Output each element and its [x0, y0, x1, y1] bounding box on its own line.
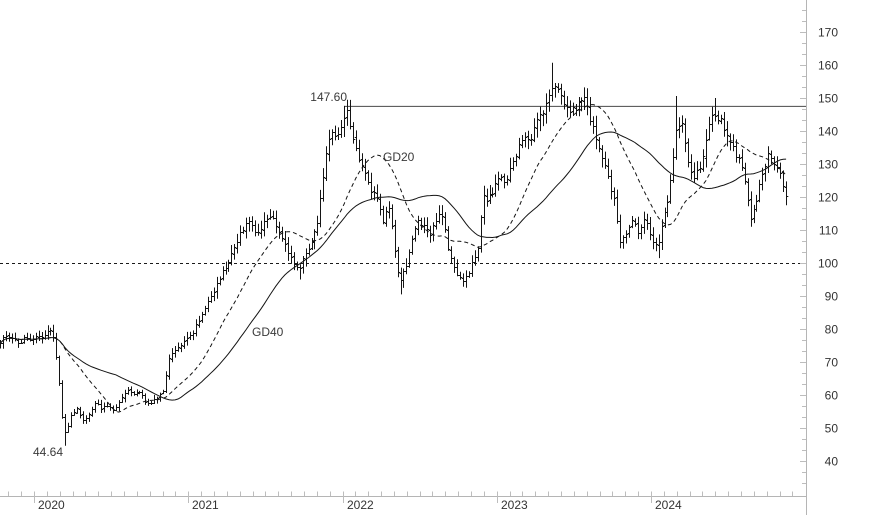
gd40-series-label: GD40 — [252, 325, 284, 339]
y-tick-label: 70 — [825, 356, 839, 370]
y-tick-label: 150 — [818, 92, 838, 106]
axes — [0, 0, 807, 515]
y-tick-label: 110 — [819, 224, 838, 238]
x-year-label: 2023 — [501, 498, 528, 512]
y-tick-label: 80 — [825, 323, 839, 337]
x-axis-ticks: 2020 2021 2022 2023 2024 — [8, 491, 793, 512]
y-tick-label: 120 — [818, 191, 838, 205]
y-axis-ticks: 170 160 150 140 130 120 110 100 90 80 70 60 50 40 — [800, 10, 839, 484]
x-year-label: 2024 — [655, 498, 682, 512]
y-tick-label: 160 — [818, 59, 838, 73]
ohlc-bars — [0, 62, 789, 446]
y-tick-label: 170 — [818, 26, 838, 40]
x-year-label: 2020 — [38, 498, 65, 512]
gd40-line — [0, 131, 787, 401]
x-year-label: 2022 — [347, 498, 374, 512]
y-tick-label: 60 — [825, 389, 839, 403]
low-price-label: 44.64 — [33, 445, 64, 459]
y-tick-label: 40 — [825, 455, 839, 469]
gd20-line — [0, 104, 787, 413]
y-tick-label: 140 — [818, 125, 838, 139]
y-tick-label: 90 — [825, 290, 839, 304]
gd20-series-label: GD20 — [383, 150, 415, 164]
y-tick-label: 50 — [825, 422, 839, 436]
y-tick-label: 130 — [818, 158, 838, 172]
y-tick-label: 100 — [818, 257, 838, 271]
resistance-price-label: 147.60 — [310, 90, 347, 104]
x-year-label: 2021 — [192, 498, 219, 512]
